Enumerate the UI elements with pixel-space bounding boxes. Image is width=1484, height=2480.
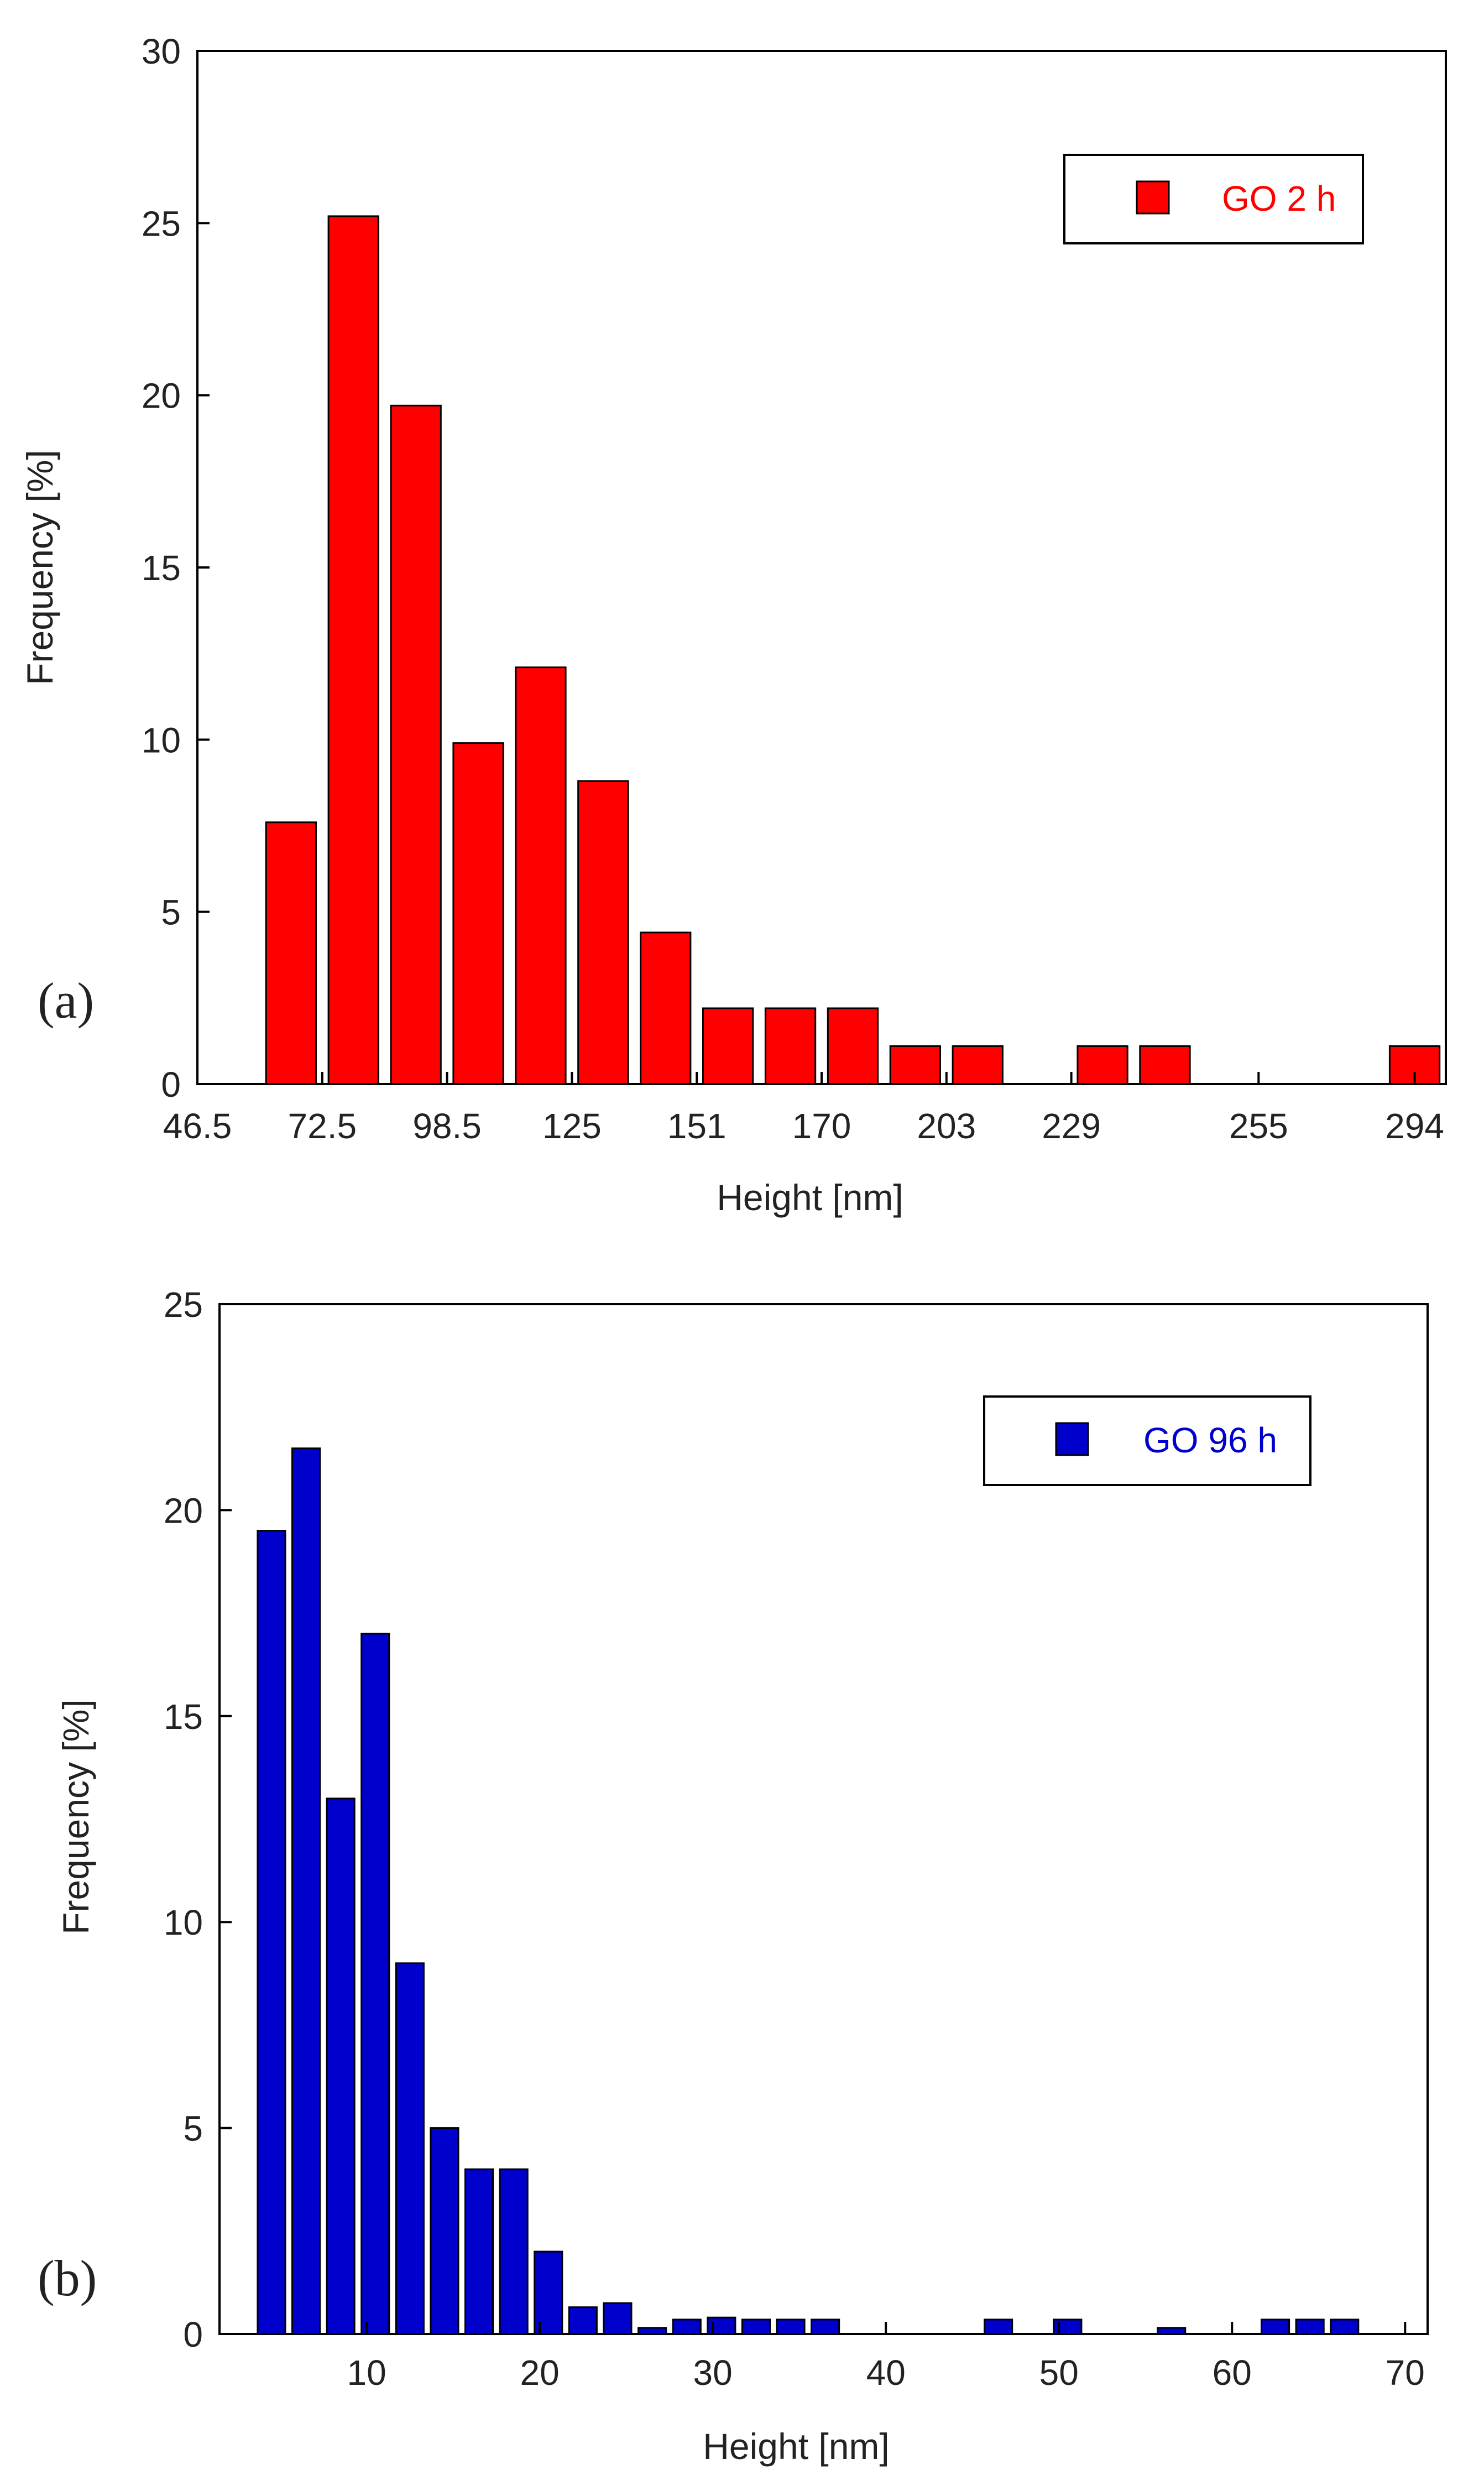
- histogram-bar: [827, 1007, 879, 1085]
- panel-a-ticks: [196, 50, 1416, 1085]
- histogram-bar: [811, 2319, 840, 2335]
- panel-b-ticks: [220, 1303, 1407, 2335]
- panel-b-label: (b): [38, 2250, 97, 2306]
- histogram-bar: [640, 931, 692, 1085]
- x-tick-label: 46.5: [163, 1106, 232, 1146]
- histogram-bar: [672, 2319, 702, 2335]
- histogram-bar: [452, 742, 504, 1085]
- x-tick-label: 30: [693, 2353, 733, 2393]
- histogram-bar: [776, 2319, 806, 2335]
- histogram-bar: [360, 1633, 390, 2335]
- y-tick-label: 20: [164, 1491, 203, 1530]
- histogram-bar: [515, 666, 567, 1085]
- x-tick-label: 72.5: [288, 1106, 357, 1146]
- panel-b-plot-frame: [218, 1303, 1429, 2335]
- histogram-bar: [1077, 1045, 1128, 1085]
- x-tick-label: 255: [1229, 1106, 1288, 1146]
- x-tick-label: 170: [792, 1106, 851, 1146]
- x-tick-label: 229: [1042, 1106, 1101, 1146]
- x-tick-label: 60: [1213, 2353, 1252, 2393]
- y-tick-label: 10: [142, 720, 181, 760]
- panel-a-legend: GO 2 h: [1063, 154, 1364, 244]
- histogram-bar: [603, 2302, 633, 2335]
- panel-a-x-axis-title: Height [nm]: [717, 1177, 903, 1218]
- panel-b-y-tick-labels: 0 5 10 15 20 25: [164, 1285, 203, 2354]
- y-tick-label: 0: [161, 1065, 181, 1104]
- histogram-bar: [257, 1530, 286, 2335]
- histogram-bar: [577, 780, 629, 1085]
- x-tick-label: 98.5: [412, 1106, 482, 1146]
- panel-a-legend-swatch: [1136, 180, 1170, 215]
- panel-a-bars: [265, 215, 1441, 1085]
- panel-b-legend-swatch: [1055, 1422, 1089, 1456]
- histogram-bar: [327, 215, 379, 1085]
- histogram-bar: [430, 2127, 459, 2335]
- histogram-bar: [741, 2319, 771, 2335]
- y-tick-label: 0: [183, 2315, 203, 2354]
- panel-a-legend-frame: [1063, 154, 1364, 244]
- histogram-bar: [534, 2250, 563, 2335]
- panel-a-chart: 0 5 10 15 20 25 30 46.5 72.5 98.5 125 151 170 203 229…: [19, 32, 1447, 1218]
- histogram-bar: [390, 404, 442, 1085]
- y-tick-label: 25: [142, 204, 181, 243]
- panel-b-bars: [257, 1447, 1360, 2335]
- panel-b-x-axis-title: Height [nm]: [703, 2426, 889, 2467]
- histogram-bar: [764, 1007, 817, 1085]
- y-tick-label: 25: [164, 1285, 203, 1325]
- histogram-bar: [984, 2319, 1013, 2335]
- y-tick-label: 5: [183, 2109, 203, 2149]
- histogram-bar: [499, 2168, 529, 2335]
- histogram-bar: [395, 1962, 425, 2335]
- panel-b-legend-frame: [983, 1395, 1311, 1486]
- histogram-bar: [889, 1045, 941, 1085]
- panel-b-legend-label: GO 96 h: [1143, 1420, 1277, 1460]
- histogram-bar: [568, 2306, 598, 2335]
- histogram-bar: [1139, 1045, 1191, 1085]
- histogram-bar: [464, 2168, 494, 2335]
- panel-a-legend-label: GO 2 h: [1222, 179, 1336, 218]
- panel-b-x-tick-labels: 10 20 30 40 50 60 70: [347, 2353, 1424, 2393]
- histogram-bar: [1261, 2319, 1290, 2335]
- histogram-bar: [1295, 2319, 1325, 2335]
- y-tick-label: 5: [161, 893, 181, 932]
- panel-a-y-axis-title: Frequency [%]: [19, 450, 60, 685]
- x-tick-label: 50: [1039, 2353, 1079, 2393]
- y-tick-label: 15: [142, 548, 181, 588]
- x-tick-label: 40: [866, 2353, 906, 2393]
- histogram-bar: [291, 1447, 321, 2335]
- y-tick-label: 20: [142, 376, 181, 416]
- x-tick-label: 294: [1385, 1106, 1444, 1146]
- x-tick-label: 70: [1386, 2353, 1425, 2393]
- y-tick-label: 10: [164, 1903, 203, 1942]
- y-tick-label: 30: [142, 32, 181, 71]
- panel-b-y-axis-title: Frequency [%]: [55, 1699, 96, 1935]
- x-tick-label: 203: [917, 1106, 976, 1146]
- panel-a-label: (a): [38, 972, 94, 1029]
- x-tick-label: 10: [347, 2353, 386, 2393]
- x-tick-label: 125: [542, 1106, 602, 1146]
- histogram-bar: [702, 1007, 754, 1085]
- histogram-bar: [326, 1798, 356, 2335]
- histogram-bar: [1330, 2319, 1360, 2335]
- panel-b-legend: GO 96 h: [983, 1395, 1311, 1486]
- panel-a-x-tick-labels: 46.5 72.5 98.5 125 151 170 203 229 255 294: [163, 1106, 1444, 1146]
- histogram-bar: [265, 821, 317, 1085]
- x-tick-label: 151: [667, 1106, 727, 1146]
- panel-a-y-tick-labels: 0 5 10 15 20 25 30: [142, 32, 181, 1104]
- y-tick-label: 15: [164, 1697, 203, 1737]
- histogram-bar: [952, 1045, 1004, 1085]
- x-tick-label: 20: [520, 2353, 560, 2393]
- panel-b-chart: 0 5 10 15 20 25 10 20 30 40 50 60 70 (b) Frequency …: [38, 1285, 1429, 2467]
